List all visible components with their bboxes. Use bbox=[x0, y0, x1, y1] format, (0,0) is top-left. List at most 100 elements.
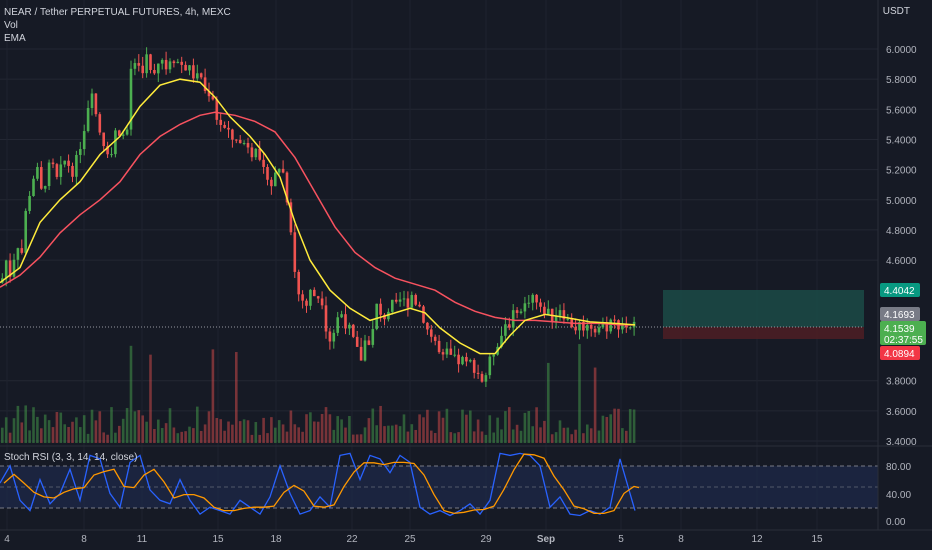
candle-body bbox=[63, 160, 66, 165]
volume-bar bbox=[617, 408, 620, 443]
volume-bar bbox=[277, 420, 281, 443]
candle-body bbox=[523, 303, 527, 312]
volume-bar bbox=[445, 408, 449, 443]
candle-body bbox=[488, 356, 492, 376]
stoch-rsi-label[interactable]: Stoch RSI (3, 3, 14, 14, close) bbox=[4, 452, 138, 463]
candle-body bbox=[149, 54, 152, 70]
candle-body bbox=[332, 332, 336, 342]
volume-bar bbox=[391, 425, 394, 443]
candle-body bbox=[445, 348, 449, 355]
candle-body bbox=[270, 179, 273, 187]
volume-bar bbox=[383, 426, 386, 443]
candle-body bbox=[313, 289, 316, 297]
candle-body bbox=[539, 302, 542, 307]
chart-title[interactable]: NEAR / Tether PERPETUAL FUTURES, 4h, MEX… bbox=[4, 7, 231, 18]
candle-body bbox=[406, 298, 410, 308]
ema-indicator-label[interactable]: EMA bbox=[4, 33, 26, 44]
volume-bar bbox=[589, 428, 593, 443]
volume-bar bbox=[578, 344, 581, 443]
volume-bar bbox=[28, 430, 31, 443]
volume-bar bbox=[90, 409, 94, 443]
volume-bar bbox=[238, 421, 242, 443]
candle-body bbox=[426, 322, 429, 330]
volume-bar bbox=[324, 407, 328, 443]
volume-bar bbox=[601, 415, 605, 443]
volume-bar bbox=[472, 431, 476, 443]
price-tick-label: 5.0000 bbox=[886, 196, 917, 207]
candle-body bbox=[90, 93, 94, 109]
volume-bar bbox=[289, 410, 293, 443]
volume-bar bbox=[51, 427, 55, 443]
volume-bar bbox=[75, 417, 78, 443]
candle-body bbox=[215, 99, 219, 120]
volume-bar bbox=[496, 417, 499, 443]
stoch-rsi-d-line bbox=[3, 453, 640, 515]
volume-bar bbox=[20, 422, 24, 443]
candle-body bbox=[453, 354, 456, 356]
candle-body bbox=[566, 318, 570, 320]
candle-body bbox=[394, 299, 398, 302]
volume-bar bbox=[40, 428, 43, 443]
volume-bar bbox=[500, 429, 503, 443]
volume-bar bbox=[469, 410, 472, 443]
candle-body bbox=[289, 202, 293, 233]
volume-indicator-label[interactable]: Vol bbox=[4, 20, 18, 31]
time-axis[interactable]: 4 8 11 15 18 22 25 29 Sep 5 8 12 15 bbox=[4, 534, 823, 545]
candle-body bbox=[554, 315, 558, 322]
volume-bar bbox=[422, 417, 425, 443]
ema-slow-line bbox=[0, 111, 635, 326]
volume-bar bbox=[613, 408, 616, 443]
candle-body bbox=[141, 65, 144, 74]
volume-bar bbox=[625, 430, 628, 443]
candle-body bbox=[582, 321, 585, 331]
volume-bar bbox=[586, 424, 589, 443]
candle-body bbox=[192, 65, 195, 79]
volume-bar bbox=[457, 432, 460, 443]
candle-body bbox=[32, 178, 35, 197]
volume-bar bbox=[476, 419, 480, 443]
candle-body bbox=[258, 148, 261, 160]
candle-body bbox=[106, 146, 109, 155]
candle-body bbox=[363, 340, 367, 361]
volume-bar bbox=[102, 432, 105, 443]
volume-bar bbox=[593, 367, 597, 443]
volume-bar bbox=[488, 415, 492, 443]
candle-body bbox=[118, 130, 121, 136]
volume-bar bbox=[192, 428, 195, 443]
stop-zone bbox=[663, 327, 864, 339]
candle-body bbox=[238, 139, 242, 144]
volume-bar bbox=[215, 417, 219, 443]
time-tick-label: 25 bbox=[404, 534, 416, 545]
candle-body bbox=[262, 159, 265, 167]
candle-body bbox=[609, 319, 612, 332]
target-zone bbox=[663, 290, 864, 327]
candle-body bbox=[625, 324, 628, 328]
candle-body bbox=[281, 168, 285, 173]
candle-body bbox=[480, 373, 484, 382]
candle-body bbox=[316, 296, 320, 299]
candle-body bbox=[484, 375, 488, 382]
time-tick-label: 8 bbox=[81, 534, 87, 545]
volume-bar bbox=[164, 423, 168, 443]
volume-bar bbox=[211, 349, 215, 443]
volume-bar bbox=[609, 414, 612, 443]
candle-body bbox=[274, 172, 277, 187]
price-axis[interactable]: 6.0000 5.8000 5.6000 5.4000 5.2000 5.0000 4.80… bbox=[886, 45, 917, 448]
volume-bar bbox=[1, 427, 4, 443]
ema-fast-line bbox=[0, 78, 636, 355]
svg-text:02:37:55: 02:37:55 bbox=[884, 335, 923, 346]
volume-bar bbox=[36, 416, 39, 443]
volume-bar bbox=[153, 428, 156, 443]
svg-text:4.0894: 4.0894 bbox=[884, 349, 915, 360]
volume-bar bbox=[254, 422, 258, 443]
volume-bar bbox=[566, 427, 570, 443]
candle-body bbox=[430, 329, 433, 337]
volume-bar bbox=[543, 420, 546, 443]
volume-bar bbox=[508, 407, 511, 443]
last-price-badge: 4.1539 02:37:55 bbox=[880, 321, 926, 346]
candle-body bbox=[153, 69, 156, 74]
volume-bar bbox=[519, 430, 523, 443]
volume-bar bbox=[305, 414, 308, 443]
candle-body bbox=[391, 299, 394, 312]
